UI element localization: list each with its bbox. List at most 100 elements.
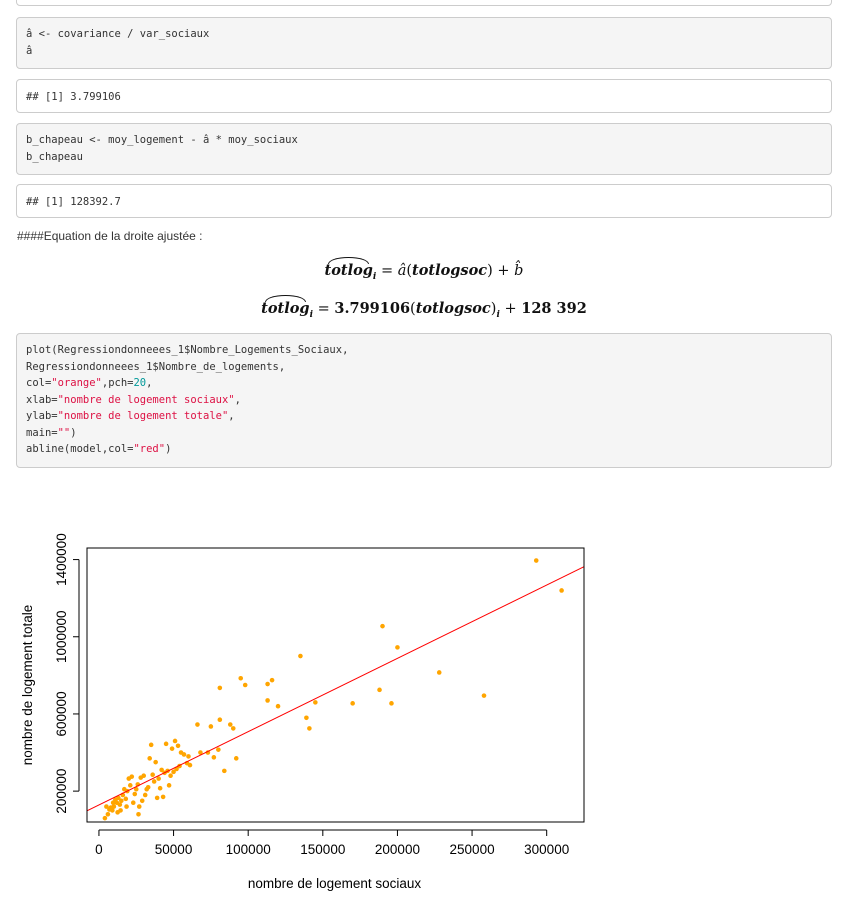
code-line: b_chapeau <- moy_logement - â * moy_soci… (26, 132, 822, 149)
code-token: b_chapeau <- moy_logement - â * moy_soci… (26, 134, 298, 146)
data-point (395, 645, 400, 650)
code-token: "orange" (51, 377, 102, 389)
data-point (181, 752, 187, 757)
data-point (304, 715, 309, 721)
data-point (163, 741, 169, 747)
data-point (559, 588, 564, 593)
data-point (265, 681, 270, 687)
data-point (105, 811, 111, 817)
scatter-plot: 0 50000 100000 150000 200000 250000 300000 2000… (20, 533, 585, 891)
data-point (172, 738, 178, 744)
data-point (198, 750, 203, 755)
x-tick-label: 0 (95, 842, 103, 857)
data-point (238, 675, 244, 681)
code-token: "nombre de logement totale" (57, 410, 229, 422)
data-point (187, 762, 193, 768)
code-cell-a-hat[interactable]: â <- covariance / var_sociaux â (16, 17, 832, 69)
data-point (233, 756, 239, 761)
data-point (533, 558, 539, 563)
eq1-plus: + (497, 263, 510, 279)
code-line: Regressiondonneees_1$Nombre_de_logements… (26, 359, 822, 376)
data-point (139, 798, 145, 804)
eq1-lhs-sub: i (372, 271, 377, 282)
data-point (159, 767, 164, 773)
code-token: Regressiondonneees_1$Nombre_de_logements… (26, 360, 286, 373)
data-point (102, 815, 108, 821)
eq2-var-sub: i (496, 309, 500, 320)
data-point (119, 798, 124, 804)
data-point (166, 783, 172, 788)
output-a-hat-text: ## [1] 3.799106 (26, 91, 121, 103)
eq1-lhs: totlog (324, 257, 373, 279)
data-point (142, 792, 148, 798)
code-line: ylab="nombre de logement totale", (26, 408, 822, 425)
data-point (195, 722, 200, 727)
code-token: abline(model,col= (26, 443, 134, 455)
x-tick-label: 100000 (226, 842, 271, 857)
x-axis-label: nombre de logement sociaux (248, 876, 422, 891)
x-tick-label: 200000 (375, 842, 420, 857)
eq2-eq: = (317, 301, 330, 317)
code-line: abline(model,col="red") (26, 441, 822, 458)
eq1-eq: = (380, 263, 394, 279)
eq2-lhs-sub: i (309, 309, 313, 320)
code-token: plot(Regressiondonneees_1$Nombre_Logemen… (26, 344, 349, 356)
data-point (168, 773, 173, 778)
eq1-coef: â (397, 263, 407, 279)
data-point (377, 687, 382, 693)
previous-code-cell-edge (16, 0, 832, 6)
output-b-hat-text: ## [1] 128392.7 (26, 196, 121, 208)
data-point (186, 754, 191, 759)
data-point (147, 756, 152, 761)
data-point (157, 785, 163, 791)
data-point (115, 810, 120, 815)
code-token: "" (57, 426, 71, 439)
eq2-coef: 3.799106 (334, 300, 411, 317)
data-point (126, 776, 132, 781)
data-point (160, 794, 166, 800)
code-token: 20 (133, 377, 147, 389)
equation-fitted: totlogi = 3.799106(totlogsoc)i + 128 392 (261, 295, 587, 320)
data-point (124, 804, 129, 809)
code-token: ) (165, 443, 172, 455)
x-tick-label: 50000 (155, 842, 193, 857)
data-point (265, 698, 270, 703)
code-line: xlab="nombre de logement sociaux", (26, 392, 822, 409)
data-point (175, 743, 181, 749)
y-axis-label: nombre de logement totale (20, 605, 35, 766)
code-token: â (26, 44, 33, 57)
section-heading: ####Equation de la droite ajustée : (17, 229, 203, 243)
code-token: , (234, 393, 241, 406)
code-token: xlab= (26, 393, 58, 406)
data-point (171, 769, 176, 775)
data-point (144, 786, 149, 792)
code-line: plot(Regressiondonneees_1$Nombre_Logemen… (26, 342, 822, 359)
data-point (217, 685, 223, 691)
data-point (151, 779, 157, 784)
data-point (436, 670, 442, 675)
code-token: â <- covariance / var_sociaux (26, 28, 210, 40)
data-point (269, 677, 275, 683)
code-cell-plot[interactable]: plot(Regressiondonneees_1$Nombre_Logemen… (16, 333, 832, 468)
data-point (389, 701, 394, 706)
data-point (130, 800, 136, 806)
eq2-var: totlogsoc (415, 300, 491, 317)
data-point (208, 724, 214, 729)
output-a-hat: ## [1] 3.799106 (16, 79, 832, 113)
code-cell-b-hat[interactable]: b_chapeau <- moy_logement - â * moy_soci… (16, 123, 832, 175)
x-tick-label: 300000 (524, 842, 569, 857)
data-point (222, 768, 227, 774)
data-point (298, 653, 303, 659)
code-line: â <- covariance / var_sociaux (26, 26, 822, 43)
y-tick-label: 200000 (54, 769, 69, 814)
code-token: ylab= (26, 410, 58, 422)
code-line: b_chapeau (26, 149, 822, 166)
data-point (110, 800, 116, 806)
y-tick-label: 600000 (54, 691, 69, 736)
data-point (154, 795, 160, 801)
data-point (150, 772, 155, 778)
plot-frame (86, 547, 585, 823)
data-point (217, 717, 223, 723)
code-line: â (26, 43, 822, 60)
data-point (127, 783, 133, 788)
